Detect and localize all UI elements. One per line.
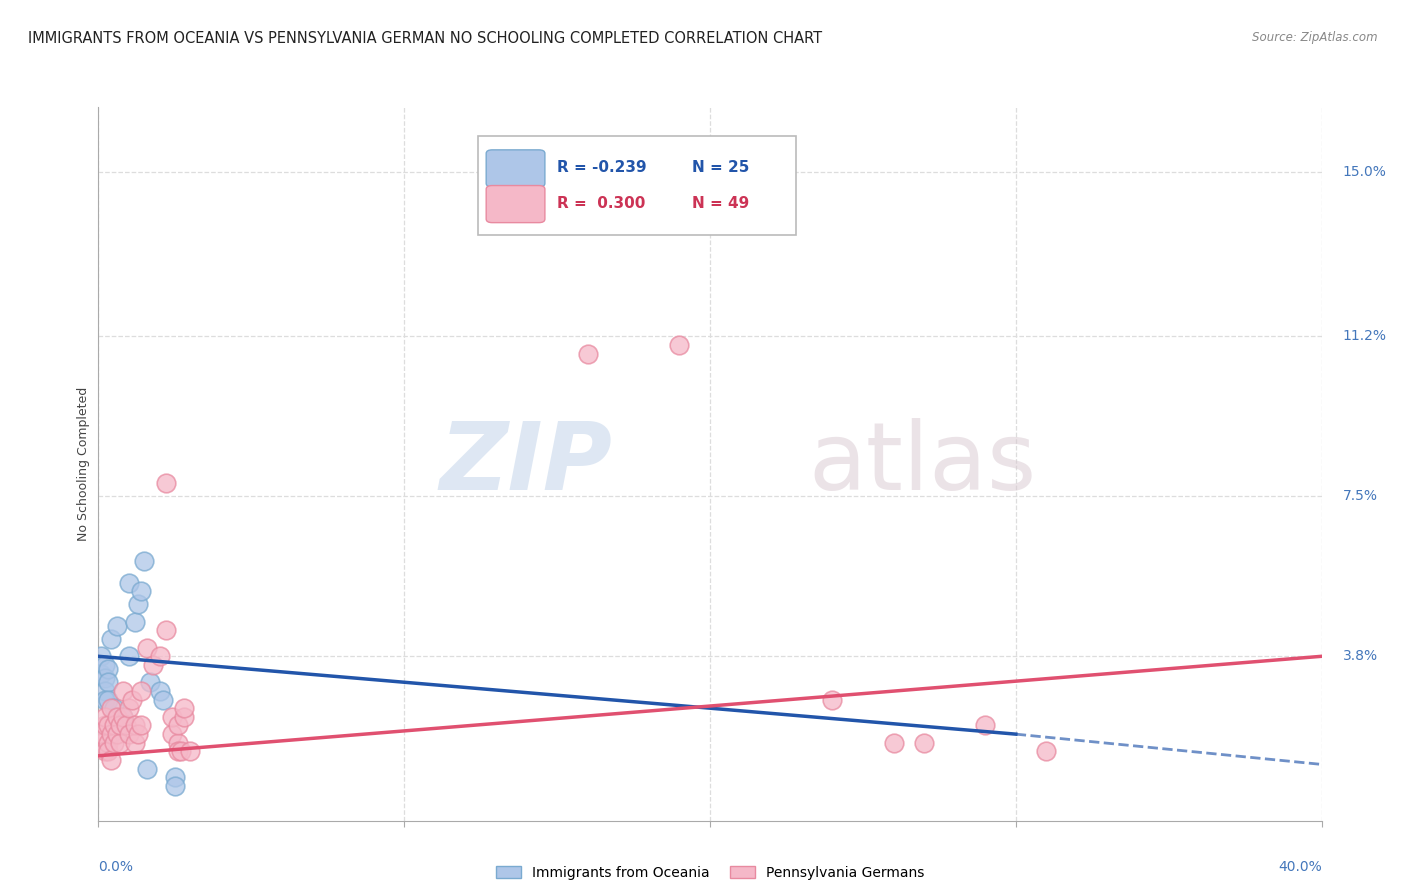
Point [93,684,115,698]
Legend: Immigrants from Oceania, Pennsylvania Germans: Immigrants from Oceania, Pennsylvania Ge… [489,860,931,885]
Point [163,771,186,785]
Point [167,736,190,750]
Text: N = 49: N = 49 [692,196,749,211]
Point [118,701,141,715]
Text: 7.5%: 7.5% [1343,490,1378,503]
FancyBboxPatch shape [478,136,796,235]
Point [97,675,120,690]
Point [173,710,195,724]
Point [100,727,122,741]
Point [97,692,120,706]
Point [118,649,141,664]
Point [167,718,190,732]
Point [179,744,201,758]
Point [121,692,143,706]
Point [90,666,112,681]
Text: Source: ZipAtlas.com: Source: ZipAtlas.com [1253,31,1378,45]
Point [97,662,120,676]
Point [93,671,115,685]
Point [100,753,122,767]
Point [90,649,112,664]
Point [111,684,134,698]
Point [124,718,146,732]
Point [142,657,165,672]
Point [93,657,115,672]
Point [155,476,177,491]
Point [90,727,112,741]
Point [821,692,844,706]
Point [118,575,141,590]
Point [149,649,172,664]
Point [129,684,152,698]
Point [136,640,159,655]
Text: R =  0.300: R = 0.300 [557,196,645,211]
Point [127,727,149,741]
Point [115,718,138,732]
Point [668,338,690,352]
Point [129,584,152,599]
Point [97,718,120,732]
Point [912,736,935,750]
Point [124,736,146,750]
Point [105,619,128,633]
Point [93,718,115,732]
Point [111,710,134,724]
Point [167,744,190,758]
Point [129,718,152,732]
Text: ZIP: ZIP [439,417,612,510]
Point [152,692,174,706]
Point [127,598,149,612]
Point [108,718,131,732]
Point [93,710,115,724]
Text: atlas: atlas [808,417,1036,510]
Point [93,744,115,758]
Point [111,710,134,724]
Point [160,727,183,741]
Point [170,744,193,758]
Text: R = -0.239: R = -0.239 [557,161,647,175]
Point [974,718,997,732]
Point [883,736,905,750]
Point [103,736,125,750]
Point [93,692,115,706]
Point [124,615,146,629]
Point [134,554,156,568]
Text: 0.0%: 0.0% [98,860,134,874]
Point [100,632,122,646]
Point [149,684,172,698]
Text: 11.2%: 11.2% [1343,329,1386,343]
Point [576,346,599,360]
Text: IMMIGRANTS FROM OCEANIA VS PENNSYLVANIA GERMAN NO SCHOOLING COMPLETED CORRELATIO: IMMIGRANTS FROM OCEANIA VS PENNSYLVANIA … [28,31,823,46]
Text: 3.8%: 3.8% [1343,649,1378,664]
Point [1035,744,1057,758]
Point [118,727,141,741]
Point [160,710,183,724]
Point [139,675,162,690]
Point [103,718,125,732]
Text: N = 25: N = 25 [692,161,749,175]
Point [155,624,177,638]
Point [90,736,112,750]
Text: 40.0%: 40.0% [1278,860,1322,874]
Point [136,762,159,776]
Point [105,727,128,741]
Point [108,736,131,750]
FancyBboxPatch shape [486,150,546,187]
FancyBboxPatch shape [486,186,546,223]
Point [173,701,195,715]
Point [97,736,120,750]
Point [97,744,120,758]
Text: 15.0%: 15.0% [1343,165,1386,179]
Point [100,701,122,715]
Point [163,779,186,793]
Y-axis label: No Schooling Completed: No Schooling Completed [77,387,90,541]
Point [105,710,128,724]
Point [103,701,125,715]
